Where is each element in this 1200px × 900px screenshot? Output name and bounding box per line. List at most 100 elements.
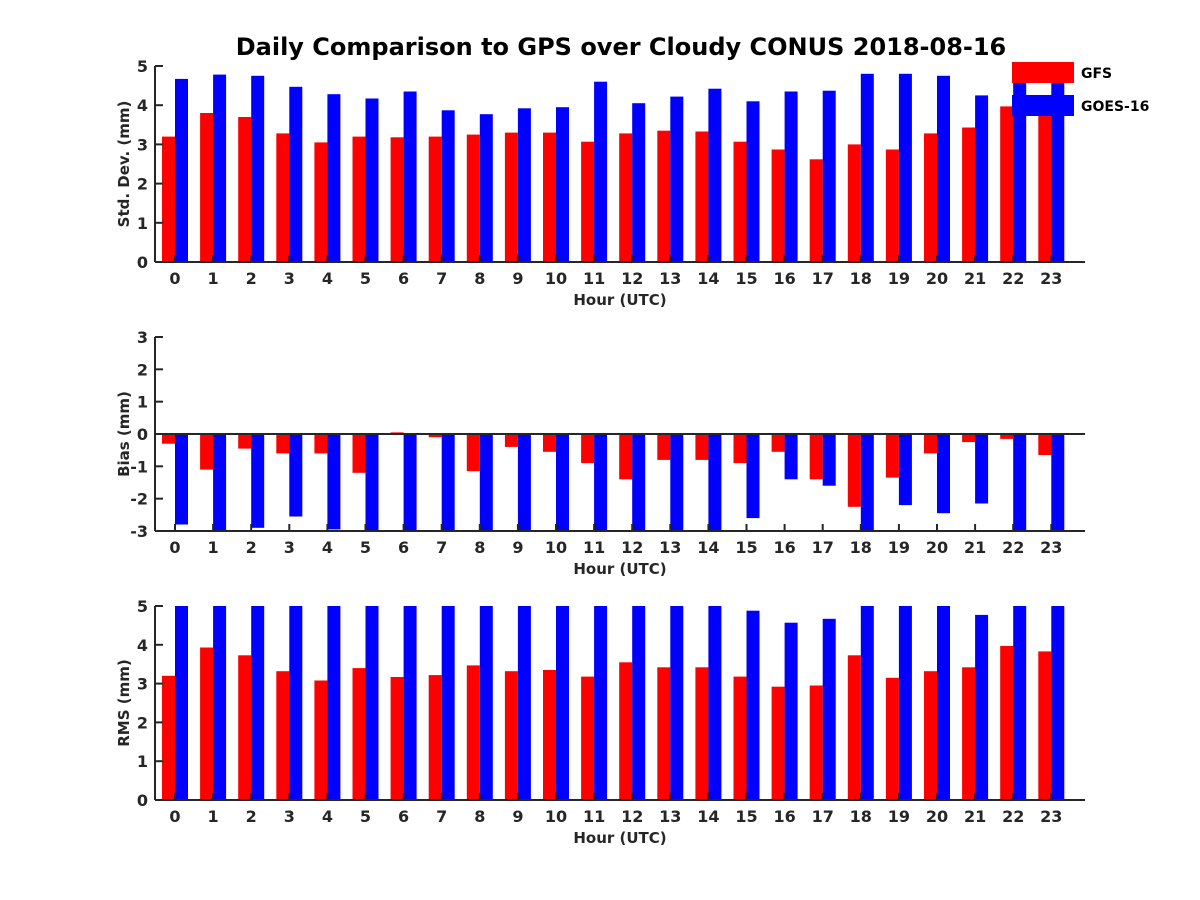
y-tick-label: -2 xyxy=(130,490,148,509)
x-tick-label: 4 xyxy=(322,269,333,288)
bar-goes-16-hour-0 xyxy=(175,606,188,800)
x-tick-label: 1 xyxy=(208,538,219,557)
x-tick-label: 19 xyxy=(888,807,910,826)
bar-gfs-hour-17 xyxy=(809,159,823,262)
bar-goes-16-hour-3 xyxy=(289,606,303,800)
bar-goes-16-hour-3 xyxy=(289,434,303,517)
bar-goes-16-hour-5 xyxy=(365,434,379,531)
bar-gfs-hour-5 xyxy=(352,434,366,473)
x-tick-label: 15 xyxy=(735,807,757,826)
bar-gfs-hour-20 xyxy=(924,133,937,262)
x-tick-label: 0 xyxy=(169,807,180,826)
x-tick-label: 23 xyxy=(1040,269,1062,288)
bar-goes-16-hour-16 xyxy=(784,91,798,262)
y-axis-label: Std. Dev. (mm) xyxy=(115,101,133,228)
bar-gfs-hour-11 xyxy=(581,676,595,800)
y-tick-label: 0 xyxy=(137,791,148,810)
bar-goes-16-hour-16 xyxy=(784,622,798,800)
x-tick-label: 4 xyxy=(322,538,333,557)
x-tick-label: 20 xyxy=(926,269,948,288)
x-tick-label: 15 xyxy=(735,538,757,557)
bar-gfs-hour-3 xyxy=(276,671,290,800)
x-tick-label: 12 xyxy=(621,269,643,288)
x-tick-label: 19 xyxy=(888,538,910,557)
bar-gfs-hour-0 xyxy=(162,434,175,444)
bar-gfs-hour-23 xyxy=(1038,651,1052,800)
y-tick-label: 1 xyxy=(137,214,148,233)
bar-gfs-hour-4 xyxy=(314,434,328,454)
bar-gfs-hour-0 xyxy=(162,136,175,262)
x-tick-label: 14 xyxy=(697,538,719,557)
legend-swatch-gfs xyxy=(1012,62,1074,83)
y-tick-label: -1 xyxy=(130,457,148,476)
bar-goes-16-hour-5 xyxy=(365,98,379,262)
bar-gfs-hour-4 xyxy=(314,142,328,262)
bar-goes-16-hour-0 xyxy=(175,434,188,525)
bar-gfs-hour-12 xyxy=(619,662,633,800)
x-tick-label: 18 xyxy=(850,269,872,288)
bar-gfs-hour-21 xyxy=(962,667,976,800)
bar-gfs-hour-11 xyxy=(581,434,595,464)
bar-gfs-hour-20 xyxy=(924,434,937,454)
bar-goes-16-hour-10 xyxy=(556,434,569,531)
x-tick-label: 12 xyxy=(621,807,643,826)
bar-gfs-hour-16 xyxy=(771,686,785,800)
x-tick-label: 17 xyxy=(812,807,834,826)
bar-goes-16-hour-15 xyxy=(746,610,760,800)
x-tick-label: 6 xyxy=(398,538,409,557)
bar-goes-16-hour-6 xyxy=(403,606,417,800)
x-tick-label: 6 xyxy=(398,807,409,826)
bar-goes-16-hour-11 xyxy=(594,81,608,262)
bar-gfs-hour-7 xyxy=(428,675,442,800)
x-axis-label: Hour (UTC) xyxy=(573,560,666,578)
bar-goes-16-hour-19 xyxy=(898,434,912,506)
bar-gfs-hour-14 xyxy=(695,434,709,460)
x-tick-label: 13 xyxy=(659,538,681,557)
x-tick-label: 10 xyxy=(545,538,567,557)
bar-goes-16-hour-7 xyxy=(441,606,455,800)
bar-gfs-hour-1 xyxy=(200,434,214,470)
bar-goes-16-hour-5 xyxy=(365,606,379,800)
x-tick-label: 14 xyxy=(697,807,719,826)
y-axis-label: Bias (mm) xyxy=(115,391,133,477)
x-tick-label: 17 xyxy=(812,538,834,557)
bar-goes-16-hour-9 xyxy=(517,434,531,531)
x-tick-label: 21 xyxy=(964,269,986,288)
bar-goes-16-hour-11 xyxy=(594,606,608,800)
x-tick-label: 17 xyxy=(812,269,834,288)
x-tick-label: 22 xyxy=(1002,807,1024,826)
bar-goes-16-hour-6 xyxy=(403,434,417,531)
bar-goes-16-hour-0 xyxy=(175,78,188,263)
x-tick-label: 9 xyxy=(512,807,523,826)
bar-gfs-hour-15 xyxy=(733,434,747,464)
bar-goes-16-hour-20 xyxy=(937,434,950,514)
x-tick-label: 0 xyxy=(169,538,180,557)
bar-goes-16-hour-6 xyxy=(403,91,417,262)
bar-goes-16-hour-10 xyxy=(556,107,569,262)
x-tick-label: 23 xyxy=(1040,538,1062,557)
x-axis-label: Hour (UTC) xyxy=(573,829,666,847)
bar-gfs-hour-12 xyxy=(619,434,633,480)
bar-gfs-hour-19 xyxy=(885,434,899,478)
bar-gfs-hour-5 xyxy=(352,136,366,262)
bar-goes-16-hour-1 xyxy=(213,434,227,531)
bar-gfs-hour-22 xyxy=(1000,646,1014,800)
bar-gfs-hour-10 xyxy=(543,670,556,800)
y-tick-label: 1 xyxy=(137,393,148,412)
bar-goes-16-hour-13 xyxy=(670,96,684,262)
x-tick-label: 20 xyxy=(926,538,948,557)
bar-goes-16-hour-9 xyxy=(517,108,531,262)
bar-gfs-hour-13 xyxy=(657,130,671,262)
x-tick-label: 21 xyxy=(964,807,986,826)
x-tick-label: 11 xyxy=(583,269,605,288)
x-tick-label: 20 xyxy=(926,807,948,826)
bar-goes-16-hour-21 xyxy=(975,614,989,800)
bar-goes-16-hour-17 xyxy=(822,434,836,486)
x-tick-label: 12 xyxy=(621,538,643,557)
x-tick-label: 13 xyxy=(659,269,681,288)
bar-goes-16-hour-19 xyxy=(898,606,912,800)
bar-gfs-hour-23 xyxy=(1038,111,1052,262)
